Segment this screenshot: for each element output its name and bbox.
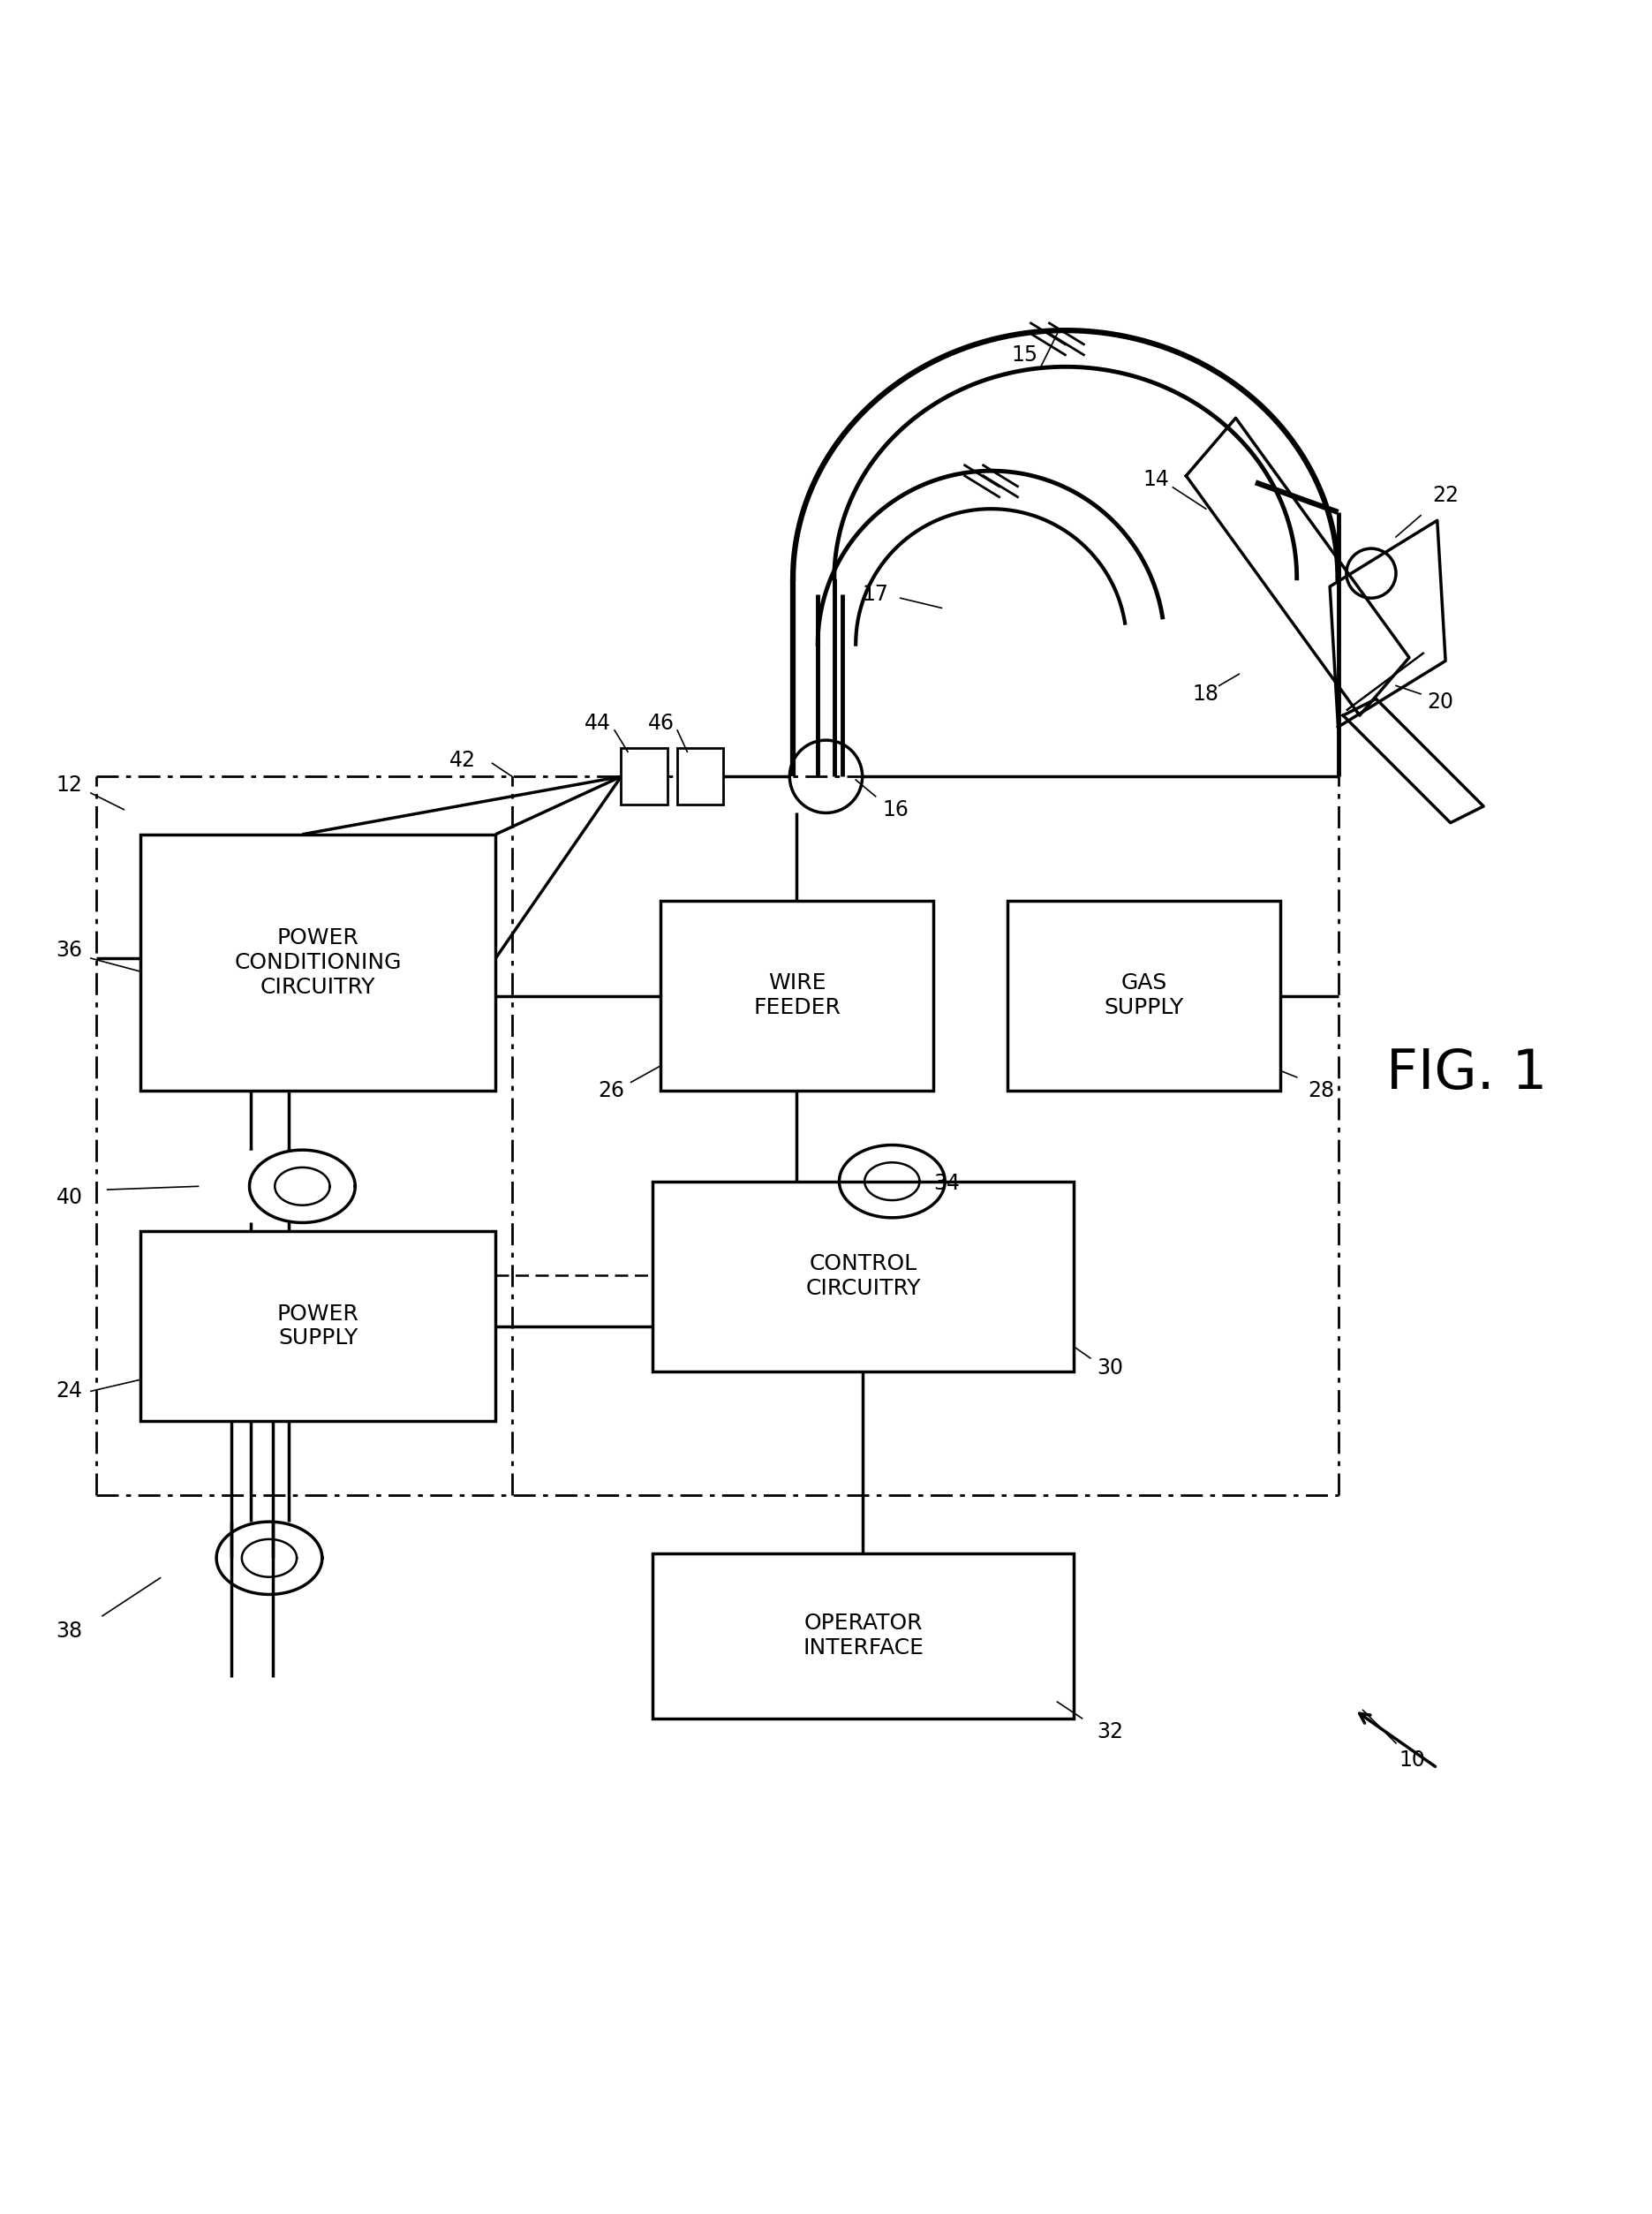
Text: POWER
CONDITIONING
CIRCUITRY: POWER CONDITIONING CIRCUITRY [235, 928, 401, 999]
Text: 44: 44 [585, 713, 611, 735]
Text: 46: 46 [648, 713, 674, 735]
Bar [621, 748, 667, 804]
Text: 15: 15 [1011, 345, 1037, 365]
Text: GAS
SUPPLY: GAS SUPPLY [1104, 972, 1184, 1018]
Text: 24: 24 [56, 1382, 83, 1401]
Bar [661, 901, 933, 1092]
Text: 22: 22 [1432, 485, 1459, 507]
Bar [140, 835, 496, 1092]
Text: OPERATOR
INTERFACE: OPERATOR INTERFACE [803, 1612, 923, 1658]
Text: POWER
SUPPLY: POWER SUPPLY [278, 1304, 358, 1348]
Text: WIRE
FEEDER: WIRE FEEDER [753, 972, 841, 1018]
Text: 32: 32 [1097, 1720, 1123, 1742]
Text: 10: 10 [1399, 1749, 1426, 1771]
Text: 30: 30 [1097, 1357, 1123, 1379]
Text: 18: 18 [1193, 684, 1219, 704]
Bar [1008, 901, 1280, 1092]
Bar [140, 1231, 496, 1421]
Text: 38: 38 [56, 1621, 83, 1641]
Text: 26: 26 [598, 1080, 624, 1100]
Text: 12: 12 [56, 775, 83, 795]
Text: 28: 28 [1308, 1080, 1335, 1100]
Bar [677, 748, 724, 804]
Text: 40: 40 [56, 1187, 83, 1209]
Text: 34: 34 [933, 1173, 960, 1193]
Text: 42: 42 [449, 748, 476, 770]
Text: 16: 16 [882, 799, 909, 819]
Text: 17: 17 [862, 584, 889, 604]
Bar [653, 1182, 1074, 1370]
Text: 20: 20 [1427, 691, 1454, 713]
Bar [653, 1554, 1074, 1718]
Text: 14: 14 [1143, 469, 1170, 489]
Text: FIG. 1: FIG. 1 [1386, 1047, 1548, 1100]
Text: 36: 36 [56, 939, 83, 961]
Text: CONTROL
CIRCUITRY: CONTROL CIRCUITRY [806, 1253, 920, 1300]
